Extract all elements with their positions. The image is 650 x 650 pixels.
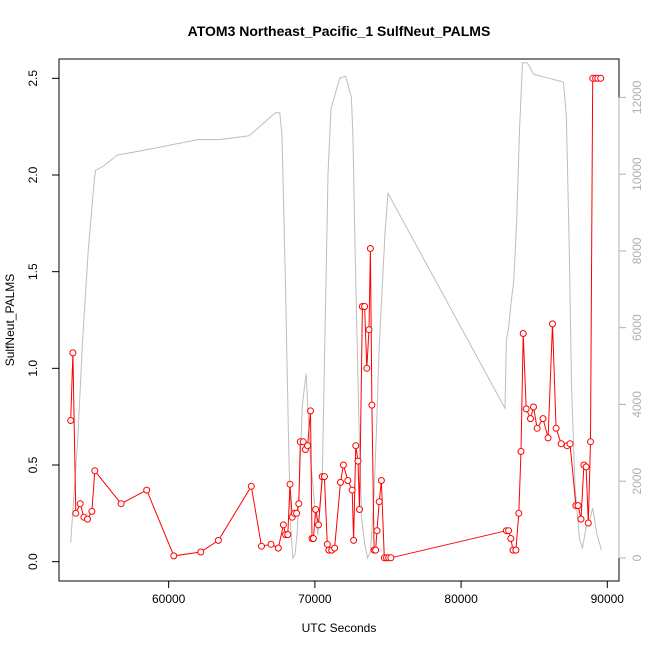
y-tick-label: 0.5 bbox=[26, 456, 40, 473]
y-tick-label: 0.0 bbox=[26, 553, 40, 570]
data-point bbox=[320, 473, 328, 481]
y-tick-label: 1.5 bbox=[26, 263, 40, 280]
x-tick-label: 70000 bbox=[298, 592, 332, 606]
data-point bbox=[373, 527, 381, 535]
data-point bbox=[515, 509, 523, 517]
data-point bbox=[387, 554, 395, 562]
data-point bbox=[258, 542, 265, 550]
data-point bbox=[299, 438, 307, 446]
data-point bbox=[522, 405, 530, 413]
data-point bbox=[339, 461, 347, 469]
data-point bbox=[309, 535, 317, 542]
y2-tick-label: 10000 bbox=[630, 157, 644, 191]
data-point bbox=[350, 536, 358, 544]
y-axis-right: 0 2000 4000 6000 8000 10000 12000 bbox=[618, 80, 644, 561]
data-point bbox=[530, 403, 537, 411]
data-point bbox=[584, 519, 592, 527]
right-series bbox=[70, 62, 602, 560]
x-tick-label: 90000 bbox=[591, 592, 625, 606]
data-point bbox=[337, 478, 344, 486]
data-point bbox=[544, 434, 552, 442]
data-point bbox=[533, 424, 541, 432]
data-point bbox=[69, 349, 77, 357]
data-point bbox=[552, 424, 560, 432]
data-point bbox=[247, 482, 255, 490]
data-point bbox=[143, 486, 151, 494]
data-point bbox=[284, 531, 292, 539]
data-point bbox=[331, 544, 339, 552]
data-point bbox=[76, 500, 84, 508]
y-tick-label: 2.0 bbox=[26, 166, 40, 183]
primary-series-line bbox=[70, 77, 601, 559]
y2-tick-label: 0 bbox=[630, 554, 644, 561]
data-point bbox=[368, 401, 376, 409]
data-point bbox=[519, 330, 527, 337]
data-point bbox=[582, 463, 590, 471]
y2-tick-label: 6000 bbox=[630, 314, 644, 341]
data-point bbox=[527, 415, 534, 423]
data-point bbox=[549, 320, 556, 328]
data-point bbox=[517, 448, 525, 455]
data-point bbox=[286, 480, 294, 488]
y2-tick-label: 8000 bbox=[630, 237, 644, 264]
data-point bbox=[539, 415, 547, 423]
data-point bbox=[117, 500, 125, 508]
data-point bbox=[348, 486, 356, 494]
data-point bbox=[307, 407, 314, 415]
data-point bbox=[365, 326, 373, 334]
secondary-series-line bbox=[70, 62, 602, 560]
data-point bbox=[377, 477, 385, 484]
data-point bbox=[295, 500, 303, 508]
data-point bbox=[363, 364, 371, 372]
y-axis-label: SulfNeut_PALMS bbox=[3, 274, 17, 367]
data-point bbox=[366, 245, 374, 252]
data-point bbox=[197, 548, 205, 556]
data-point bbox=[214, 536, 222, 544]
y-axis-left: 0.0 0.5 1.0 1.5 2.0 2.5 bbox=[26, 70, 60, 570]
x-tick-label: 80000 bbox=[444, 592, 478, 606]
chart-title: ATOM3 Northeast_Pacific_1 SulfNeut_PALMS bbox=[188, 23, 491, 39]
x-axis: 60000 70000 80000 90000 bbox=[152, 580, 625, 606]
x-tick-label: 60000 bbox=[152, 592, 186, 606]
data-point bbox=[507, 535, 515, 542]
y2-tick-label: 4000 bbox=[630, 391, 644, 418]
data-point bbox=[67, 417, 75, 424]
plot-area bbox=[58, 58, 620, 582]
data-point bbox=[372, 546, 380, 554]
data-point bbox=[84, 515, 91, 523]
data-point bbox=[574, 502, 582, 510]
data-point bbox=[566, 440, 574, 448]
data-point bbox=[354, 457, 362, 465]
data-point bbox=[361, 303, 369, 310]
data-point bbox=[293, 509, 301, 517]
y2-tick-label: 12000 bbox=[630, 80, 644, 114]
data-point bbox=[512, 546, 520, 554]
y2-tick-label: 2000 bbox=[630, 468, 644, 495]
data-point bbox=[315, 521, 322, 529]
data-point bbox=[375, 498, 383, 506]
data-point bbox=[267, 540, 275, 548]
data-point bbox=[88, 507, 96, 515]
y-tick-label: 2.5 bbox=[26, 70, 40, 87]
data-point bbox=[72, 509, 80, 517]
data-point bbox=[344, 477, 352, 484]
data-point bbox=[352, 442, 360, 450]
data-point bbox=[356, 506, 363, 513]
data-point bbox=[597, 74, 605, 82]
data-point bbox=[304, 442, 312, 450]
data-point bbox=[279, 521, 287, 529]
left-series bbox=[67, 74, 605, 562]
data-point bbox=[557, 440, 565, 448]
data-point bbox=[312, 506, 320, 513]
x-axis-label: UTC Seconds bbox=[302, 621, 377, 635]
data-point bbox=[91, 467, 99, 475]
data-point bbox=[587, 438, 594, 446]
data-point bbox=[577, 515, 585, 523]
data-point bbox=[323, 540, 331, 548]
y-tick-label: 1.0 bbox=[26, 360, 40, 377]
data-point bbox=[274, 544, 282, 552]
data-point bbox=[505, 527, 513, 535]
data-point bbox=[170, 552, 178, 560]
